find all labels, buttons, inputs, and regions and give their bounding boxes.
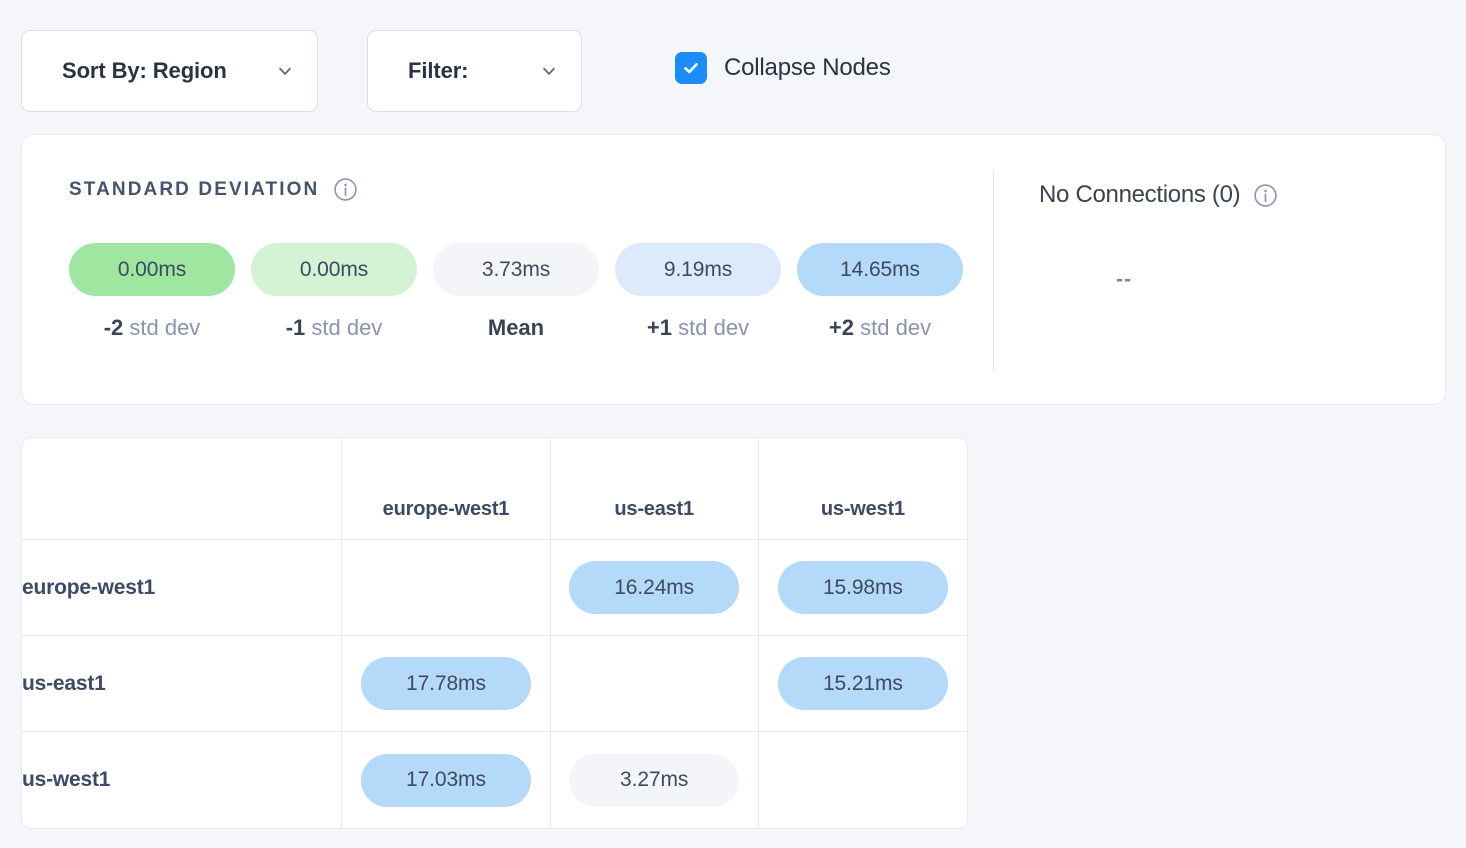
matrix-header-row: europe-west1 us-east1 us-west1 (22, 438, 967, 540)
card-divider (993, 170, 994, 371)
standard-deviation-panel: STANDARD DEVIATION 0.00ms -2 std dev 0.00m… (22, 135, 993, 404)
std-dev-caption-suffix: std dev (678, 315, 750, 340)
matrix-cell-empty (551, 657, 758, 710)
info-icon[interactable] (1253, 183, 1278, 208)
std-dev-caption-suffix: std dev (860, 315, 932, 340)
sort-by-dropdown[interactable]: Sort By: Region (21, 30, 318, 112)
info-icon[interactable] (333, 177, 358, 202)
std-dev-caption-suffix: std dev (311, 315, 383, 340)
matrix-cell (342, 540, 551, 636)
matrix-body: europe-west1 16.24ms 15.98ms us-east1 17.78m… (22, 540, 967, 828)
standard-deviation-header: STANDARD DEVIATION (69, 177, 358, 202)
filter-label: Filter: (408, 58, 469, 83)
matrix-column-header-label: us-west1 (820, 498, 905, 520)
matrix-cell-empty (342, 561, 549, 614)
standard-deviation-title: STANDARD DEVIATION (69, 178, 320, 200)
matrix-cell[interactable]: 16.24ms (550, 540, 759, 636)
matrix-row-header: us-west1 (22, 732, 343, 828)
matrix-cell-pill: 16.24ms (569, 561, 740, 614)
std-dev-caption: Mean (488, 315, 544, 341)
matrix-column-header: us-west1 (758, 438, 967, 540)
std-dev-caption-suffix: std dev (129, 315, 201, 340)
matrix-cell[interactable]: 15.98ms (758, 540, 967, 636)
matrix-row-header: us-east1 (22, 636, 343, 732)
table-row: europe-west1 16.24ms 15.98ms (22, 540, 967, 636)
stats-card: STANDARD DEVIATION 0.00ms -2 std dev 0.00m… (21, 134, 1446, 405)
std-dev-caption-prefix: +2 (828, 315, 855, 340)
matrix-cell-empty (759, 754, 967, 807)
check-icon (681, 58, 701, 78)
std-dev-caption-prefix: +1 (646, 315, 673, 340)
std-dev-caption: -1 std dev (286, 315, 383, 341)
collapse-nodes-label: Collapse Nodes (724, 54, 891, 81)
matrix-cell (550, 636, 759, 732)
chevron-down-icon (541, 63, 557, 79)
matrix-column-header-label: europe-west1 (382, 498, 510, 520)
no-connections-header: No Connections (0) (1039, 181, 1278, 209)
no-connections-title: No Connections (0) (1039, 181, 1241, 208)
matrix-cell[interactable]: 17.03ms (342, 732, 551, 828)
matrix-cell[interactable]: 17.78ms (342, 636, 551, 732)
std-dev-bucket: 0.00ms -1 std dev (251, 243, 417, 341)
table-row: us-west1 17.03ms 3.27ms (22, 732, 967, 828)
matrix-cell (758, 732, 967, 828)
matrix-cell[interactable]: 15.21ms (758, 636, 967, 732)
matrix-cell[interactable]: 3.27ms (550, 732, 759, 828)
matrix-corner-cell (22, 438, 343, 540)
std-dev-caption: +1 std dev (647, 315, 749, 341)
latency-matrix-table: europe-west1 us-east1 us-west1 europe-west… (21, 437, 968, 829)
matrix-cell-pill: 15.21ms (777, 657, 948, 710)
table-row: us-east1 17.78ms 15.21ms (22, 636, 967, 732)
std-dev-value-pill: 9.19ms (615, 243, 781, 296)
chevron-down-icon (277, 63, 293, 79)
std-dev-bucket: 3.73ms Mean (433, 243, 599, 341)
std-dev-caption: -2 std dev (104, 315, 201, 341)
matrix-cell-pill: 17.78ms (360, 657, 531, 710)
matrix-cell-pill: 17.03ms (360, 753, 531, 807)
matrix-column-header: us-east1 (550, 438, 759, 540)
std-dev-bucket: 0.00ms -2 std dev (69, 243, 235, 341)
no-connections-panel: No Connections (0) -- (1022, 135, 1447, 404)
matrix-head: europe-west1 us-east1 us-west1 (22, 438, 967, 540)
std-dev-value-pill: 3.73ms (433, 243, 599, 296)
matrix-column-header: europe-west1 (342, 438, 551, 540)
matrix-cell-pill: 3.27ms (569, 753, 740, 807)
no-connections-pill: -- (1116, 267, 1132, 291)
standard-deviation-buckets: 0.00ms -2 std dev 0.00ms -1 std dev 3.73ms Me… (69, 243, 963, 341)
std-dev-caption: +2 std dev (829, 315, 931, 341)
std-dev-caption-prefix: -1 (285, 315, 306, 340)
std-dev-value-pill: 0.00ms (251, 243, 417, 296)
collapse-nodes-checkbox[interactable] (675, 52, 707, 84)
toolbar: Sort By: Region Filter: Collapse Nodes (0, 0, 1466, 122)
matrix-column-header-label: us-east1 (614, 498, 694, 520)
std-dev-caption-prefix: Mean (487, 315, 545, 340)
matrix-row-header: europe-west1 (22, 540, 343, 636)
std-dev-caption-prefix: -2 (103, 315, 124, 340)
std-dev-value-pill: 14.65ms (797, 243, 963, 296)
matrix-cell-pill: 15.98ms (777, 561, 948, 614)
filter-dropdown[interactable]: Filter: (367, 30, 582, 112)
std-dev-value-pill: 0.00ms (69, 243, 235, 296)
std-dev-bucket: 9.19ms +1 std dev (615, 243, 781, 341)
std-dev-bucket: 14.65ms +2 std dev (797, 243, 963, 341)
sort-by-label: Sort By: Region (62, 58, 227, 83)
collapse-nodes-toggle[interactable]: Collapse Nodes (675, 52, 891, 84)
